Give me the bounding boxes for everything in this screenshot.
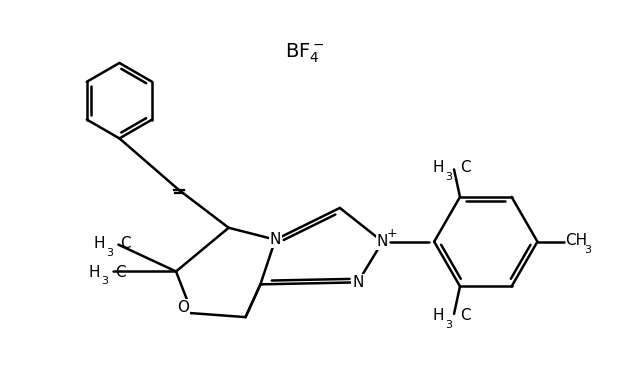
Text: C: C <box>115 265 126 280</box>
Text: C: C <box>460 308 470 323</box>
Text: BF$_4^-$: BF$_4^-$ <box>285 41 325 65</box>
Text: N: N <box>269 232 281 247</box>
Text: H: H <box>93 236 104 251</box>
Text: 3: 3 <box>445 320 452 330</box>
Text: C: C <box>460 160 470 175</box>
Text: 3: 3 <box>106 248 113 258</box>
Text: CH: CH <box>565 233 588 248</box>
Text: N: N <box>377 234 388 249</box>
Text: H: H <box>433 160 444 175</box>
Text: 3: 3 <box>584 245 591 255</box>
Text: O: O <box>177 300 189 315</box>
Text: H: H <box>433 308 444 323</box>
Text: 3: 3 <box>445 172 452 182</box>
Text: +: + <box>386 227 397 240</box>
Text: H: H <box>88 265 100 280</box>
Text: N: N <box>352 275 364 290</box>
Text: 3: 3 <box>101 277 108 286</box>
Text: C: C <box>120 236 131 251</box>
